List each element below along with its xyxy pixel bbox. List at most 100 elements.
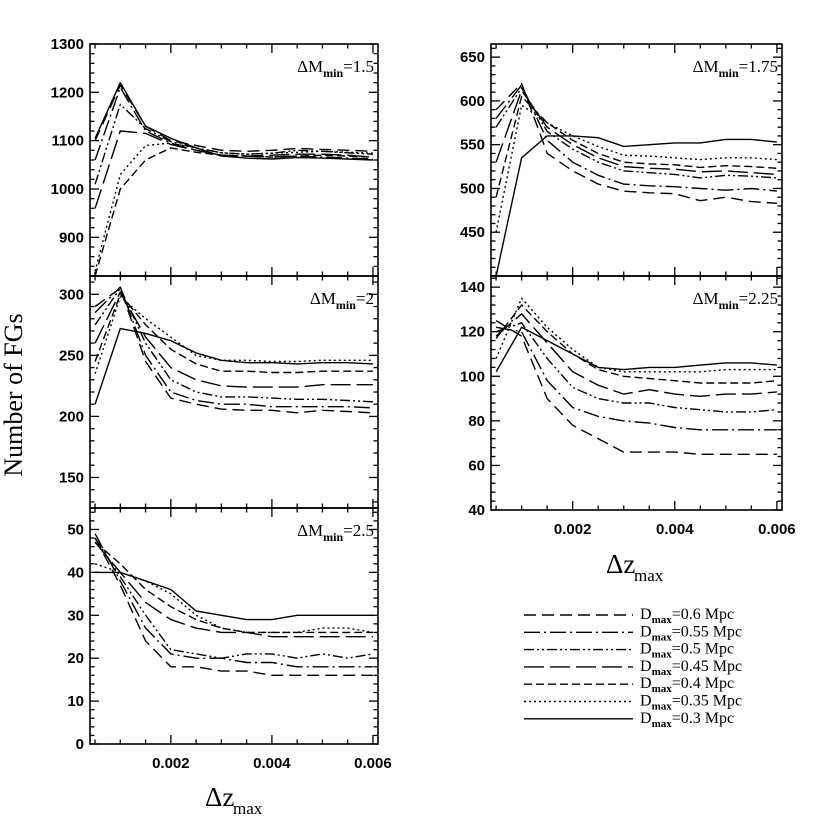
panel-annotation-p15: ΔMmin=1.5 bbox=[297, 57, 374, 80]
series-line-p225-d045 bbox=[495, 313, 777, 397]
ytick-label-p25: 0 bbox=[76, 736, 84, 753]
series-line-p15-d06 bbox=[94, 84, 373, 153]
x-axis-title-left-main: Δz bbox=[205, 782, 234, 812]
legend-label-text: =0.6 Mpc bbox=[672, 606, 734, 623]
series-line-p15-d035 bbox=[94, 142, 373, 272]
series-line-p175-d055 bbox=[495, 84, 777, 192]
series-line-p175-d04 bbox=[495, 95, 777, 198]
y-axis-title: Number of FGs bbox=[0, 313, 28, 476]
legend-label: Dmax=0.4 Mpc bbox=[640, 675, 734, 695]
series-group-p25 bbox=[94, 533, 374, 676]
legend-label-prefix: D bbox=[640, 606, 652, 623]
annotation-prefix: ΔM bbox=[310, 289, 336, 308]
panel-annotation-p225: ΔMmin=2.25 bbox=[693, 289, 778, 312]
legend-label-prefix: D bbox=[640, 693, 652, 710]
panel-p15: 900 1000 1100 1200 1300 ΔMmin=1.5 bbox=[51, 36, 379, 277]
ytick-label-p175: 450 bbox=[460, 224, 485, 241]
series-line-p2-d045 bbox=[94, 291, 373, 388]
legend-entry-d06: Dmax=0.6 Mpc bbox=[524, 606, 734, 626]
ytick-label-p225: 60 bbox=[468, 457, 485, 474]
legend-entry-d035: Dmax=0.35 Mpc bbox=[524, 693, 742, 713]
annotation-prefix: ΔM bbox=[297, 57, 323, 76]
x-axis-title-right: Δz max bbox=[606, 549, 664, 585]
series-line-p225-d035 bbox=[495, 297, 777, 373]
legend-label-sub: max bbox=[652, 631, 673, 643]
xtick-label-p225: 0.006 bbox=[758, 521, 796, 538]
legend-label-sub: max bbox=[652, 683, 673, 695]
legend-label-text: =0.5 Mpc bbox=[672, 641, 734, 658]
ytick-label-p2: 300 bbox=[59, 286, 84, 303]
legend-label: Dmax=0.45 Mpc bbox=[640, 658, 742, 678]
annotation-prefix: ΔM bbox=[693, 57, 719, 76]
legend-label-prefix: D bbox=[640, 675, 652, 692]
series-line-p15-d04 bbox=[94, 147, 373, 276]
series-line-p175-d035 bbox=[495, 104, 777, 233]
annotation-prefix: ΔM bbox=[297, 521, 323, 540]
legend-label: Dmax=0.5 Mpc bbox=[640, 641, 734, 661]
xtick-label-p225: 0.004 bbox=[656, 521, 694, 538]
annotation-sub: min bbox=[336, 298, 356, 312]
legend-label-prefix: D bbox=[640, 658, 652, 675]
series-line-p2-d055 bbox=[94, 286, 373, 409]
legend-entry-d05: Dmax=0.5 Mpc bbox=[524, 641, 734, 661]
ytick-label-p175: 550 bbox=[460, 137, 485, 154]
ytick-label-p175: 600 bbox=[460, 93, 485, 110]
panel-frame-p25 bbox=[89, 507, 379, 745]
legend-label: Dmax=0.35 Mpc bbox=[640, 693, 742, 713]
ytick-label-p175: 650 bbox=[460, 49, 485, 66]
annotation-suffix: =1.75 bbox=[739, 57, 778, 76]
xtick-label-p225: 0.002 bbox=[554, 521, 592, 538]
legend-label-sub: max bbox=[652, 649, 673, 661]
legend-entry-d055: Dmax=0.55 Mpc bbox=[524, 623, 742, 643]
ytick-label-p25: 30 bbox=[67, 607, 84, 624]
series-line-p2-d06 bbox=[94, 287, 373, 414]
series-line-p25-d055 bbox=[94, 533, 373, 668]
ytick-label-p25: 40 bbox=[67, 564, 84, 581]
series-line-p175-d03 bbox=[495, 135, 777, 276]
xtick-label-p25: 0.002 bbox=[152, 755, 190, 772]
series-group-p175 bbox=[495, 82, 777, 276]
annotation-suffix: =2 bbox=[356, 289, 374, 308]
series-group-p2 bbox=[94, 286, 373, 414]
panel-annotation-p175: ΔMmin=1.75 bbox=[693, 57, 778, 80]
ytick-label-p15: 1200 bbox=[51, 84, 84, 101]
series-line-p25-d04 bbox=[94, 541, 373, 634]
annotation-sub: min bbox=[719, 66, 739, 80]
legend-label-text: =0.4 Mpc bbox=[672, 675, 734, 692]
ytick-label-p15: 1300 bbox=[51, 36, 84, 53]
x-axis-title-right-sub: max bbox=[634, 566, 664, 585]
legend-label-prefix: D bbox=[640, 710, 652, 727]
x-axis-title-left: Δz max bbox=[205, 782, 263, 818]
annotation-suffix: =2.25 bbox=[739, 289, 778, 308]
panel-p225: 40 60 80 100 120 140 0.002 0.004 0.006 ΔMmin=2.25 bbox=[460, 275, 796, 538]
panel-annotation-p25: ΔMmin=2.5 bbox=[297, 521, 374, 544]
panel-p2: 150 200 250 300 ΔMmin=2 bbox=[59, 275, 379, 509]
series-line-p225-d04 bbox=[495, 304, 777, 384]
panel-frame-p2 bbox=[89, 275, 379, 509]
ytick-label-p25: 10 bbox=[67, 693, 84, 710]
x-axis-title-left-sub: max bbox=[233, 799, 263, 818]
panels: 9001000110012001300ΔMmin=1.5450500550600… bbox=[51, 36, 796, 772]
series-line-p15-d03 bbox=[94, 81, 373, 161]
annotation-sub: min bbox=[323, 66, 343, 80]
series-line-p175-d05 bbox=[495, 87, 777, 179]
ytick-label-p175: 500 bbox=[460, 180, 485, 197]
series-line-p25-d06 bbox=[94, 537, 373, 676]
annotation-suffix: =1.5 bbox=[343, 57, 374, 76]
legend-label: Dmax=0.3 Mpc bbox=[640, 710, 734, 730]
series-line-p175-d06 bbox=[495, 82, 777, 204]
xtick-label-p25: 0.004 bbox=[253, 755, 291, 772]
ytick-label-p15: 1100 bbox=[51, 133, 84, 150]
legend-label-text: =0.35 Mpc bbox=[672, 693, 742, 710]
series-line-p225-d055 bbox=[495, 326, 777, 431]
ytick-label-p15: 900 bbox=[59, 229, 84, 246]
series-line-p175-d045 bbox=[495, 89, 777, 176]
ytick-label-p225: 40 bbox=[468, 502, 485, 519]
legend-entry-d045: Dmax=0.45 Mpc bbox=[524, 658, 742, 678]
ytick-label-p2: 250 bbox=[59, 347, 84, 364]
legend-label-text: =0.55 Mpc bbox=[672, 623, 742, 640]
legend-entry-d03: Dmax=0.3 Mpc bbox=[524, 710, 734, 730]
legend-label-prefix: D bbox=[640, 623, 652, 640]
